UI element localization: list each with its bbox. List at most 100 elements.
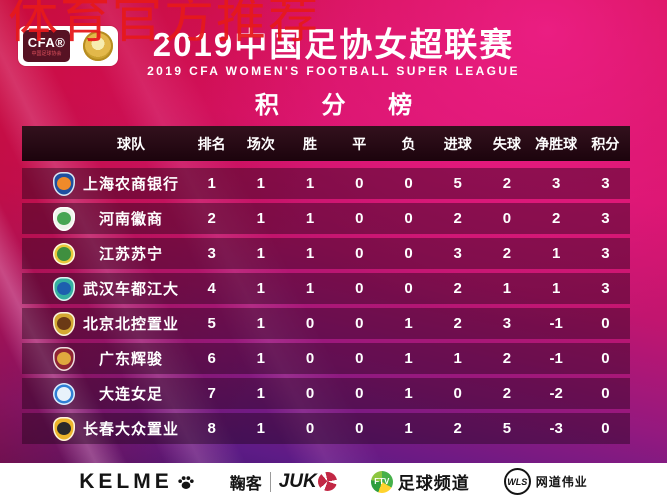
- stat-cell: 2: [551, 210, 561, 227]
- pinwheel-ball-icon: [317, 472, 337, 491]
- divider: [269, 471, 271, 492]
- team-cell: 北京北控置业: [22, 311, 187, 336]
- football-channel-wordmark: 足球频道: [397, 474, 470, 493]
- stat-cell: 2: [502, 385, 512, 402]
- stat-cell: 2: [502, 175, 512, 192]
- stat-cell: 0: [355, 210, 364, 227]
- sponsor-kelme: KELME: [79, 470, 196, 494]
- cfa-badge-emblem-icon: [83, 31, 113, 61]
- stat-cell: 2: [502, 350, 512, 367]
- stat-cell: 0: [404, 280, 413, 297]
- stat-cell: 3: [502, 315, 512, 332]
- table-row: 长春大众置业 8 1 0 0 1 2 5 -3 0: [22, 413, 630, 444]
- team-name: 大连女足: [98, 386, 163, 403]
- stat-cell: 1: [256, 385, 265, 402]
- column-header-goals-against: 失球: [492, 135, 521, 152]
- sponsor-wls: WLS 网道伟业: [503, 468, 588, 495]
- stat-cell: -1: [549, 315, 563, 332]
- table-body: 上海农商银行 1 1 1 0 0 5 2 3 3 河南徽商 2 1 1 0 0 2 0 2 3 江苏苏宁 3 1 1 0 0 3 2 1…: [22, 168, 630, 444]
- stat-cell: 1: [453, 350, 462, 367]
- stat-cell: 0: [601, 420, 610, 437]
- stat-cell: 0: [305, 420, 315, 437]
- stat-cell: 3: [207, 245, 216, 262]
- team-crest-icon: [53, 416, 75, 441]
- stat-cell: 1: [502, 280, 512, 297]
- stat-cell: 4: [207, 280, 216, 297]
- team-cell: 上海农商银行: [22, 171, 187, 196]
- stat-cell: 0: [404, 245, 413, 262]
- stat-cell: 1: [551, 245, 561, 262]
- juke-en-wordmark: JUK: [278, 470, 317, 492]
- team-crest-icon: [53, 206, 75, 231]
- stat-cell: 1: [256, 315, 265, 332]
- standings-table: 球队 排名 场次 胜 平 负 进球 失球 净胜球 积分 上海农商银行 1 1 1 0 0 5…: [22, 126, 630, 444]
- stat-cell: 6: [207, 350, 216, 367]
- sponsor-bar: KELME 鞠客 JUK FTV 足球频道 WLS 网道伟业: [0, 463, 667, 500]
- cfa-org-name: 中国足球协会: [31, 50, 62, 57]
- sponsor-football-channel: FTV 足球频道: [370, 469, 470, 494]
- team-cell: 江苏苏宁: [22, 242, 187, 265]
- stat-cell: 1: [305, 245, 315, 262]
- team-crest-icon: [53, 346, 75, 371]
- table-row: 广东辉骏 6 1 0 0 1 1 2 -1 0: [22, 343, 630, 374]
- team-cell: 武汉车都江大: [22, 276, 187, 301]
- team-cell: 大连女足: [22, 382, 187, 405]
- team-name: 江苏苏宁: [98, 246, 163, 263]
- team-crest-icon: [53, 242, 75, 265]
- stat-cell: 3: [601, 280, 610, 297]
- stat-cell: 0: [355, 175, 364, 192]
- stat-cell: 1: [305, 175, 315, 192]
- stat-cell: 0: [453, 385, 462, 402]
- cfa-acronym: CFA®: [27, 34, 66, 50]
- stat-cell: 1: [256, 420, 265, 437]
- team-crest-icon: [53, 311, 75, 336]
- stat-cell: 1: [404, 420, 413, 437]
- stat-cell: 1: [551, 280, 561, 297]
- stat-cell: 0: [305, 385, 315, 402]
- column-header-goals-for: 进球: [443, 135, 472, 152]
- stat-cell: 5: [453, 175, 462, 192]
- team-crest-icon: [53, 382, 75, 405]
- team-name: 武汉车都江大: [82, 281, 179, 298]
- cfa-logo-box: CFA® 中国足球协会: [23, 30, 70, 62]
- stat-cell: 0: [404, 175, 413, 192]
- stat-cell: 0: [355, 385, 364, 402]
- stat-cell: 3: [601, 245, 610, 262]
- stat-cell: 2: [453, 420, 462, 437]
- table-row: 北京北控置业 5 1 0 0 1 2 3 -1 0: [22, 308, 630, 339]
- stat-cell: -1: [549, 350, 563, 367]
- juke-cn-wordmark: 鞠客: [229, 475, 262, 493]
- column-header-draws: 平: [352, 135, 367, 152]
- stat-cell: 3: [601, 210, 610, 227]
- stat-cell: -2: [549, 385, 563, 402]
- table-row: 武汉车都江大 4 1 1 0 0 2 1 1 3: [22, 273, 630, 304]
- column-header-team: 球队: [117, 135, 145, 152]
- stat-cell: 7: [207, 385, 216, 402]
- column-header-losses: 负: [401, 135, 416, 152]
- stat-cell: -3: [549, 420, 563, 437]
- stat-cell: 3: [551, 175, 561, 192]
- stat-cell: 2: [207, 210, 216, 227]
- page-subtitle: 2019 CFA WOMEN'S FOOTBALL SUPER LEAGUE: [147, 64, 520, 78]
- stat-cell: 5: [502, 420, 512, 437]
- kelme-wordmark: KELME: [79, 469, 173, 493]
- stat-cell: 2: [502, 245, 512, 262]
- table-row: 江苏苏宁 3 1 1 0 0 3 2 1 3: [22, 238, 630, 269]
- team-name: 长春大众置业: [82, 421, 179, 438]
- stat-cell: 5: [207, 315, 216, 332]
- stat-cell: 1: [404, 315, 413, 332]
- stat-cell: 0: [355, 420, 364, 437]
- team-crest-icon: [53, 276, 75, 301]
- column-header-played: 场次: [246, 135, 275, 152]
- table-row: 大连女足 7 1 0 0 1 0 2 -2 0: [22, 378, 630, 409]
- stat-cell: 0: [355, 245, 364, 262]
- stat-cell: 2: [453, 280, 462, 297]
- team-crest-icon: [53, 171, 75, 196]
- table-row: 上海农商银行 1 1 1 0 0 5 2 3 3: [22, 168, 630, 199]
- stat-cell: 0: [601, 315, 610, 332]
- team-cell: 河南徽商: [22, 206, 187, 231]
- team-name: 北京北控置业: [82, 316, 179, 333]
- board-title: 积 分 榜: [254, 92, 431, 119]
- table-row: 河南徽商 2 1 1 0 0 2 0 2 3: [22, 203, 630, 234]
